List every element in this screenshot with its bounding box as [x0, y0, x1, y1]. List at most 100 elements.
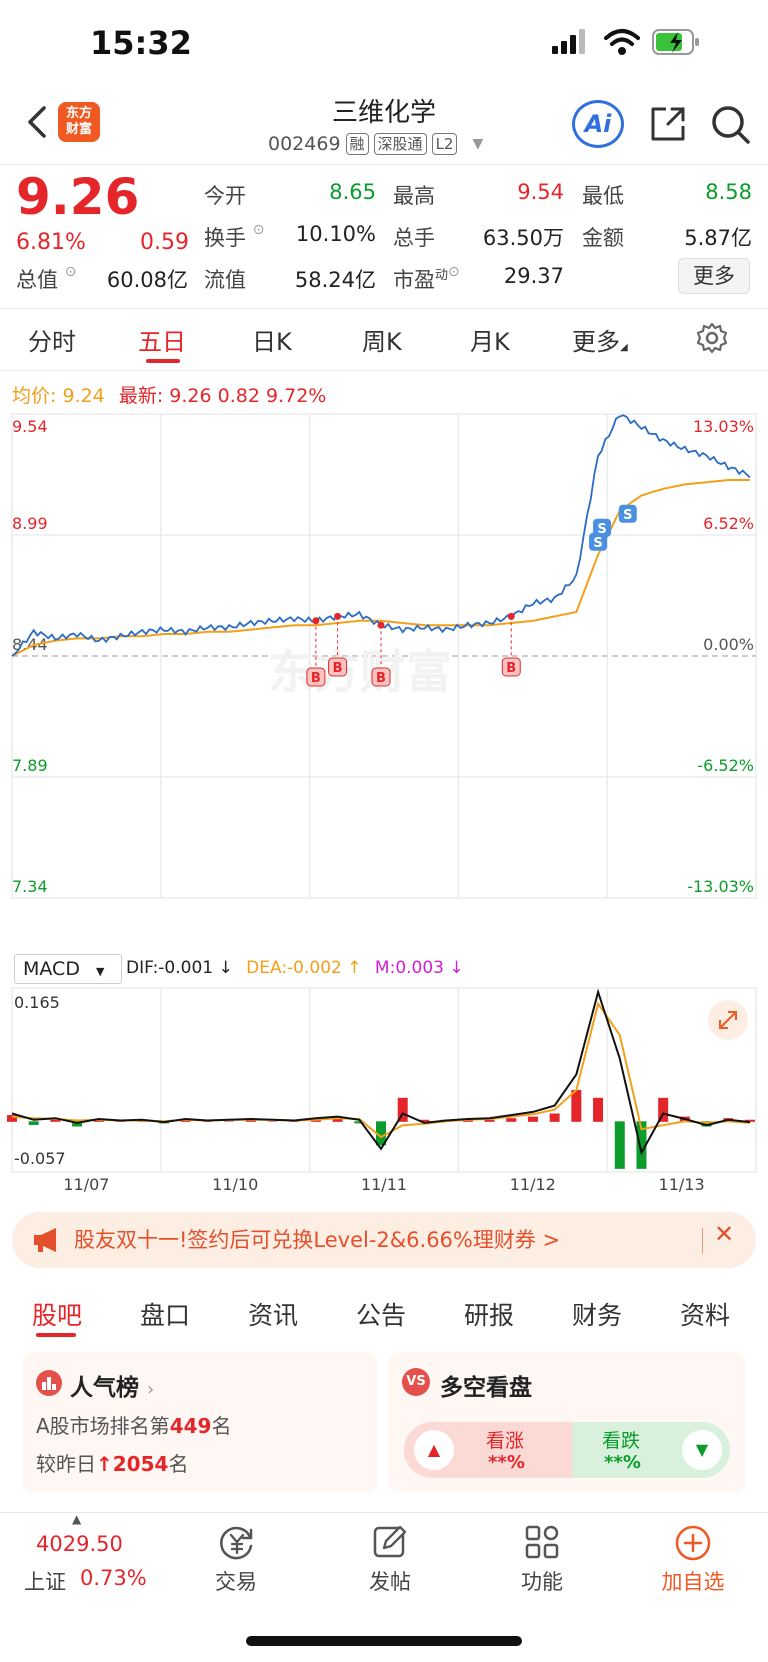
tabs-divider — [0, 370, 768, 371]
caret-down-icon: ▼ — [472, 136, 484, 152]
rank-suffix: 名 — [211, 1414, 232, 1438]
index-ticker[interactable]: ▲ 4029.50 上证 0.73% — [24, 1512, 164, 1608]
dif-series — [11, 988, 751, 1156]
m-value: M:0.003 — [374, 958, 444, 978]
info-icon[interactable]: ⊙ — [64, 264, 77, 280]
quote-divider — [0, 308, 768, 309]
avg-price-label: 均价: — [12, 385, 57, 407]
pe-label-text: 市盈 — [393, 268, 435, 292]
add-watchlist-icon[interactable] — [674, 1524, 712, 1562]
promo-banner-text: 股友双十一!签约后可兑换Level-2&6.66%理财券 > — [74, 1228, 561, 1252]
macd-border — [11, 987, 757, 1173]
info-icon[interactable]: ⊙ — [448, 264, 460, 280]
tab-profile[interactable]: 资料 — [680, 1301, 731, 1330]
bull-bear-card[interactable]: VS 多空看盘 ▲ 看涨 **% 看跌 **% ▼ — [388, 1352, 746, 1492]
app-logo: 东方 财富 — [58, 102, 100, 142]
latest-label: 最新: — [118, 385, 164, 407]
tab-financials[interactable]: 财务 — [572, 1301, 623, 1330]
buy-marker — [306, 667, 326, 687]
chevron-right-icon: › — [147, 1379, 155, 1400]
bull-bear-title: 多空看盘 — [440, 1375, 532, 1401]
five-day-price-chart[interactable]: 东方财富 9.54 8.99 8.44 7.89 7.34 13.03% 6.52% 0.00%… — [0, 410, 768, 980]
y-tick-label: 8.44 — [12, 635, 48, 654]
tab-five-day[interactable]: 五日 — [138, 328, 186, 356]
tab-more[interactable]: 更多◢ — [572, 322, 628, 357]
latest-change: 0.82 — [217, 385, 260, 407]
x-tick-label: 11/07 — [63, 1175, 109, 1194]
tab-monthly-k[interactable]: 月K — [470, 328, 510, 356]
compose-post-icon[interactable] — [372, 1524, 408, 1560]
pe-label: 市盈动⊙ — [393, 264, 460, 294]
sell-marker — [589, 532, 608, 551]
tab-orderbook[interactable]: 盘口 — [140, 1301, 191, 1330]
bullish-label: 看涨 — [486, 1430, 525, 1452]
macd-histogram-bar — [397, 1097, 408, 1122]
logo-line-1: 东方 — [65, 106, 92, 121]
rank-prefix: A股市场排名第 — [36, 1414, 170, 1438]
ranking-icon — [36, 1370, 62, 1396]
nav-add-watchlist[interactable]: 加自选 — [661, 1570, 725, 1594]
connect-tag: 深股通 — [373, 133, 427, 155]
latest-value: 9.26 — [169, 385, 212, 407]
low-label: 最低 — [582, 184, 624, 208]
macd-histogram-bar — [267, 1121, 278, 1122]
high-label: 最高 — [393, 184, 435, 208]
rank-change-suffix: 名 — [168, 1452, 189, 1476]
tab-weekly-k[interactable]: 周K — [362, 328, 402, 356]
bearish-button[interactable]: 看跌 **% ▼ — [572, 1422, 730, 1478]
x-tick-label: 11/10 — [212, 1175, 258, 1194]
tab-news[interactable]: 资讯 — [248, 1301, 299, 1330]
macd-histogram-bar — [484, 1119, 495, 1122]
trade-yuan-icon[interactable] — [218, 1524, 256, 1562]
y-tick-label-pct: 13.03% — [693, 417, 754, 436]
indicator-select[interactable]: MACD ▼ — [14, 954, 122, 984]
stock-name[interactable]: 三维化学 — [331, 98, 436, 128]
banner-separator — [702, 1228, 703, 1254]
tab-forum[interactable]: 股吧 — [32, 1301, 83, 1330]
nav-trade[interactable]: 交易 — [215, 1570, 257, 1594]
volume-label: 总手 — [393, 226, 435, 250]
search-icon[interactable] — [710, 104, 752, 146]
macd-histogram-bar — [506, 1118, 517, 1122]
popularity-card[interactable]: 人气榜 › A股市场排名第449名 较昨日↑2054名 — [22, 1352, 378, 1492]
chevron-down-icon: ▼ — [96, 965, 105, 978]
amount-label: 金额 — [582, 226, 624, 250]
macd-top-label: 0.165 — [14, 993, 60, 1012]
stock-code-line[interactable]: 002469 融 深股通 L2 ▼ — [268, 133, 483, 155]
macd-chart[interactable]: 0.165 -0.057 11/07 11/10 11/11 11/12 11/13 — [0, 984, 768, 1194]
more-quote-button[interactable]: 更多 — [678, 258, 750, 294]
macd-histogram-bar — [658, 1097, 669, 1122]
y-tick-label: 7.34 — [12, 877, 48, 896]
macd-histogram-bar — [354, 1121, 365, 1124]
expand-icon — [719, 1011, 737, 1029]
nav-post[interactable]: 发帖 — [369, 1570, 411, 1594]
settings-gear-icon[interactable] — [696, 322, 728, 354]
amount-value: 5.87亿 — [684, 226, 752, 250]
bullish-button[interactable]: ▲ 看涨 **% — [404, 1422, 572, 1478]
tab-research[interactable]: 研报 — [464, 1301, 515, 1330]
promo-banner[interactable]: 股友双十一!签约后可兑换Level-2&6.66%理财券 > ✕ — [12, 1212, 756, 1268]
turnover-label: 换手 ⊙ — [204, 222, 264, 252]
info-icon[interactable]: ⊙ — [252, 222, 265, 238]
function-grid-icon[interactable] — [524, 1524, 560, 1560]
macd-histogram-bar — [50, 1119, 61, 1122]
close-icon[interactable]: ✕ — [714, 1220, 735, 1248]
share-icon[interactable] — [648, 104, 688, 144]
x-tick-label: 11/11 — [361, 1175, 407, 1194]
macd-histogram-bar — [419, 1119, 430, 1122]
macd-histogram-bar — [7, 1115, 17, 1122]
cellular-signal-icon — [552, 29, 585, 54]
macd-histogram-bar — [571, 1089, 582, 1122]
ai-button[interactable]: Ai — [572, 100, 624, 148]
tab-announcements[interactable]: 公告 — [356, 1301, 407, 1330]
x-tick-label: 11/12 — [510, 1175, 556, 1194]
nav-functions[interactable]: 功能 — [521, 1570, 563, 1594]
tab-intraday[interactable]: 分时 — [28, 328, 76, 356]
wifi-icon — [604, 29, 640, 55]
back-button[interactable] — [20, 102, 56, 142]
header-divider — [0, 164, 768, 165]
sell-marker — [593, 518, 612, 537]
macd-histogram-bar — [549, 1113, 560, 1122]
arrow-down-icon: ↓ — [213, 958, 239, 978]
tab-daily-k[interactable]: 日K — [252, 328, 292, 356]
